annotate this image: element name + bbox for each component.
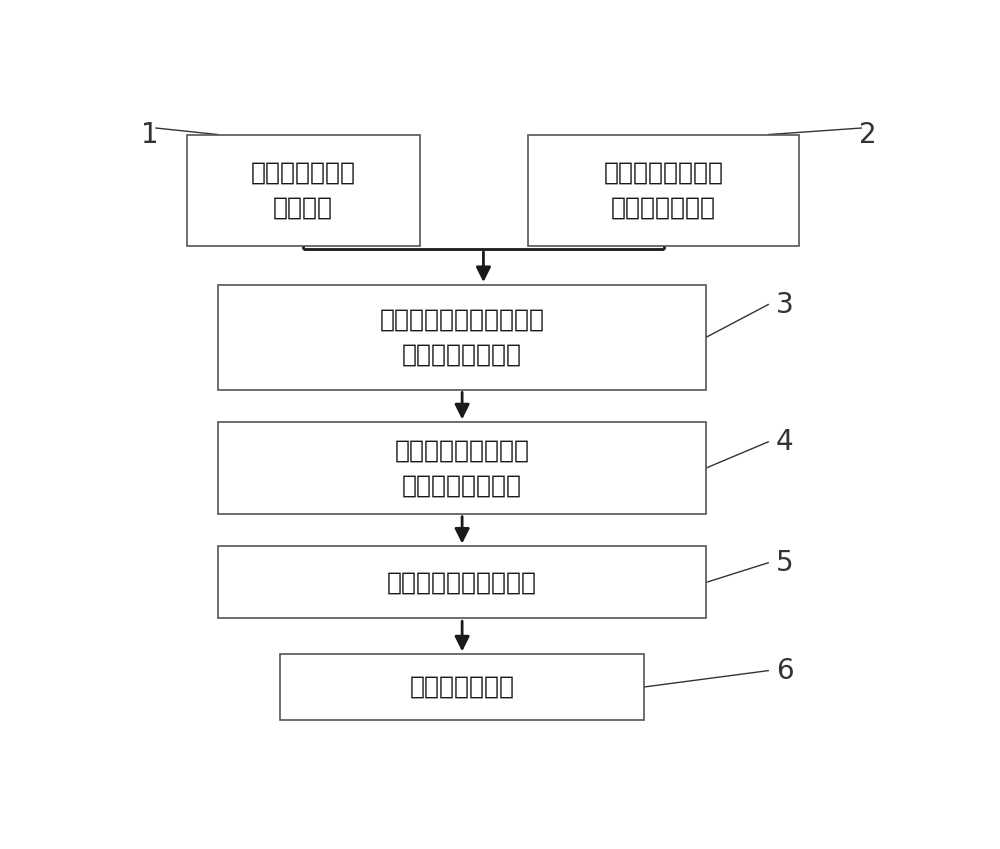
Text: 3: 3 [776, 290, 794, 318]
Bar [528, 135, 799, 245]
Text: 估计训练组中每条数
据的负荷模型参数: 估计训练组中每条数 据的负荷模型参数 [395, 438, 530, 498]
Bar [218, 547, 706, 618]
Bar [218, 285, 706, 390]
Text: 负荷动特性分类: 负荷动特性分类 [410, 675, 515, 699]
Text: 确定负荷动特性分
类特征量的映射: 确定负荷动特性分 类特征量的映射 [604, 160, 724, 220]
Text: 2: 2 [859, 121, 877, 149]
Text: 5: 5 [776, 548, 794, 576]
Text: 指标映射的自适应修正: 指标映射的自适应修正 [387, 571, 537, 594]
Bar [218, 422, 706, 514]
Text: 计算建模组数据和训练组
数据之间的关联度: 计算建模组数据和训练组 数据之间的关联度 [380, 307, 545, 367]
Bar [280, 655, 644, 720]
Text: 4: 4 [776, 428, 794, 456]
Bar [187, 135, 420, 245]
Text: 1: 1 [140, 121, 158, 149]
Text: 对扰动数据进行
负荷建模: 对扰动数据进行 负荷建模 [251, 160, 356, 220]
Text: 6: 6 [776, 656, 794, 684]
